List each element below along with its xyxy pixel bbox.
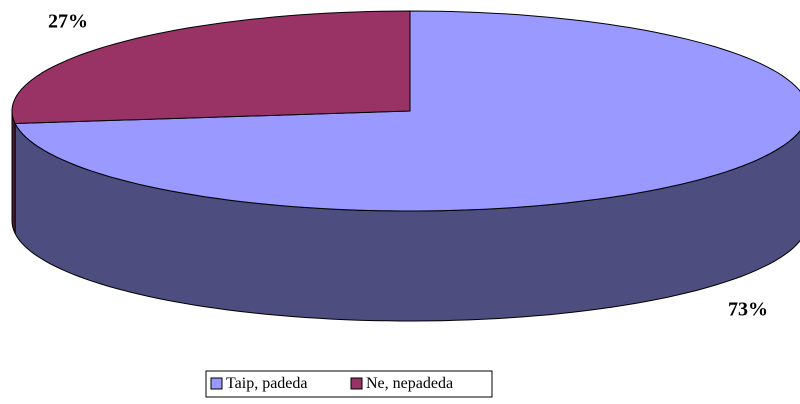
pie-slice [11,10,411,125]
pie-side [11,110,16,234]
pie-slice [14,10,800,212]
legend-swatch [210,377,223,390]
legend-label: Taip, padeda [226,375,308,392]
legend-box [205,370,493,398]
legend-label: Ne, nepadeda [366,375,453,392]
legend-swatch [350,377,363,390]
value-label: 27% [48,11,88,33]
value-label: 73% [728,299,768,321]
